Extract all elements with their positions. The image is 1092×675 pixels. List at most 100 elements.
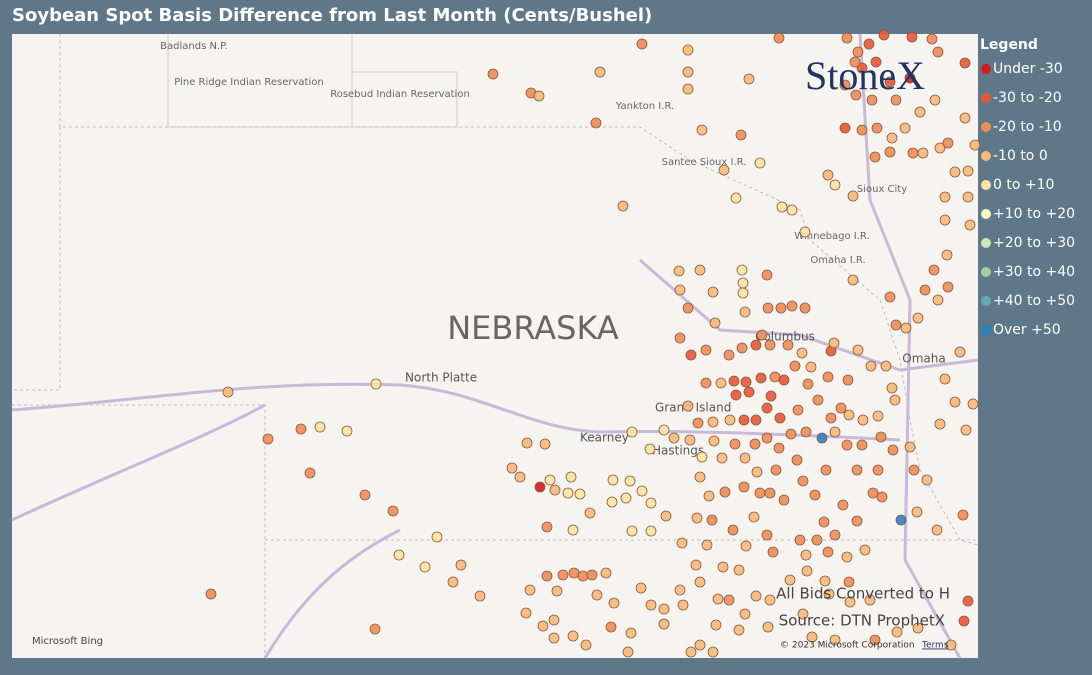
place-label: Kearney [580,431,629,445]
bid-dot [694,264,706,276]
bid-dot [737,287,749,299]
bid-dot [658,424,670,436]
bid-dot [864,594,876,606]
bid-dot [541,521,553,533]
bid-dot [682,66,694,78]
bid-dot [776,201,788,213]
bid-dot [926,33,938,45]
bid-dot [574,488,586,500]
bid-dot [677,599,689,611]
bid-dot [668,432,680,444]
bid-dot [740,376,752,388]
bid-dot [774,412,786,424]
bid-dot [594,66,606,78]
bid-dot [802,378,814,390]
bid-dot [884,291,896,303]
bid-dot [775,302,787,314]
bid-dot [800,426,812,438]
bid-dot [767,546,779,558]
bid-dot [514,471,526,483]
bid-dot [914,106,926,118]
bid-dot [872,410,884,422]
bid-dot [782,339,794,351]
bid-dot [709,317,721,329]
bid-dot [506,462,518,474]
bid-dot [839,79,851,91]
bid-dot [857,414,869,426]
bid-dot [524,584,536,596]
bid-dot [730,192,742,204]
bid-dot [739,306,751,318]
bid-dot [591,589,603,601]
bid-dot [605,621,617,633]
bid-dot [839,122,851,134]
bid-dot [455,559,467,571]
bid-dot [900,322,912,334]
bid-dot [786,204,798,216]
bid-dot [718,164,730,176]
bid-dot [778,494,790,506]
legend-label: Over +50 [993,322,1061,338]
bid-dot [658,603,670,615]
bid-dot [949,166,961,178]
bid-dot [932,294,944,306]
bid-dot [886,382,898,394]
bid-dot [949,396,961,408]
bid-dot [716,452,728,464]
bid-dot [691,512,703,524]
legend-marker [981,122,991,132]
highway [11,33,979,659]
bid-dot [765,390,777,402]
bid-dot [863,38,875,50]
bid-dot [736,342,748,354]
bid-dot [890,94,902,106]
bid-dot [393,549,405,561]
bid-dot [851,515,863,527]
bid-dot [872,464,884,476]
bid-dot [674,332,686,344]
legend-label: +20 to +30 [993,235,1075,251]
bid-dot [586,569,598,581]
legend-label: 0 to +10 [993,177,1054,193]
bid-dot [847,190,859,202]
bid-dot [341,425,353,437]
bid-dot [644,443,656,455]
bid-dot [786,300,798,312]
bid-dot [889,394,901,406]
legend-marker [981,64,991,74]
bid-dot [934,418,946,430]
bid-dot [841,32,853,44]
bid-dot [730,389,742,401]
bid-dot [880,360,892,372]
bid-dot [685,646,697,658]
bid-dot [707,646,719,658]
bid-dot [851,464,863,476]
place-label: Winnebago I.R. [794,231,869,242]
bid-dot [682,302,694,314]
bid-dot [829,634,841,646]
bid-dot [660,510,672,522]
legend-label: +30 to +40 [993,264,1075,280]
bid-dot [876,491,888,503]
bid-dot [262,433,274,445]
bid-dot [557,569,569,581]
bid-dot [928,264,940,276]
bid-dot [800,549,812,561]
bid-dot [967,398,979,410]
bid-dot [551,585,563,597]
bid-dot [608,597,620,609]
bid-dot [712,593,724,605]
bid-dot [867,487,879,499]
terms-link[interactable]: Terms [921,641,949,651]
bid-dot [370,378,382,390]
bid-dot [607,474,619,486]
bid-dot [773,32,785,44]
bid-dot [799,302,811,314]
bid-dot [694,639,706,651]
legend-label: -10 to 0 [993,148,1048,164]
bid-dot [875,431,887,443]
bid-dot [658,618,670,630]
bid-dot [708,435,720,447]
bid-dot [921,474,933,486]
bid-dot [941,249,953,261]
